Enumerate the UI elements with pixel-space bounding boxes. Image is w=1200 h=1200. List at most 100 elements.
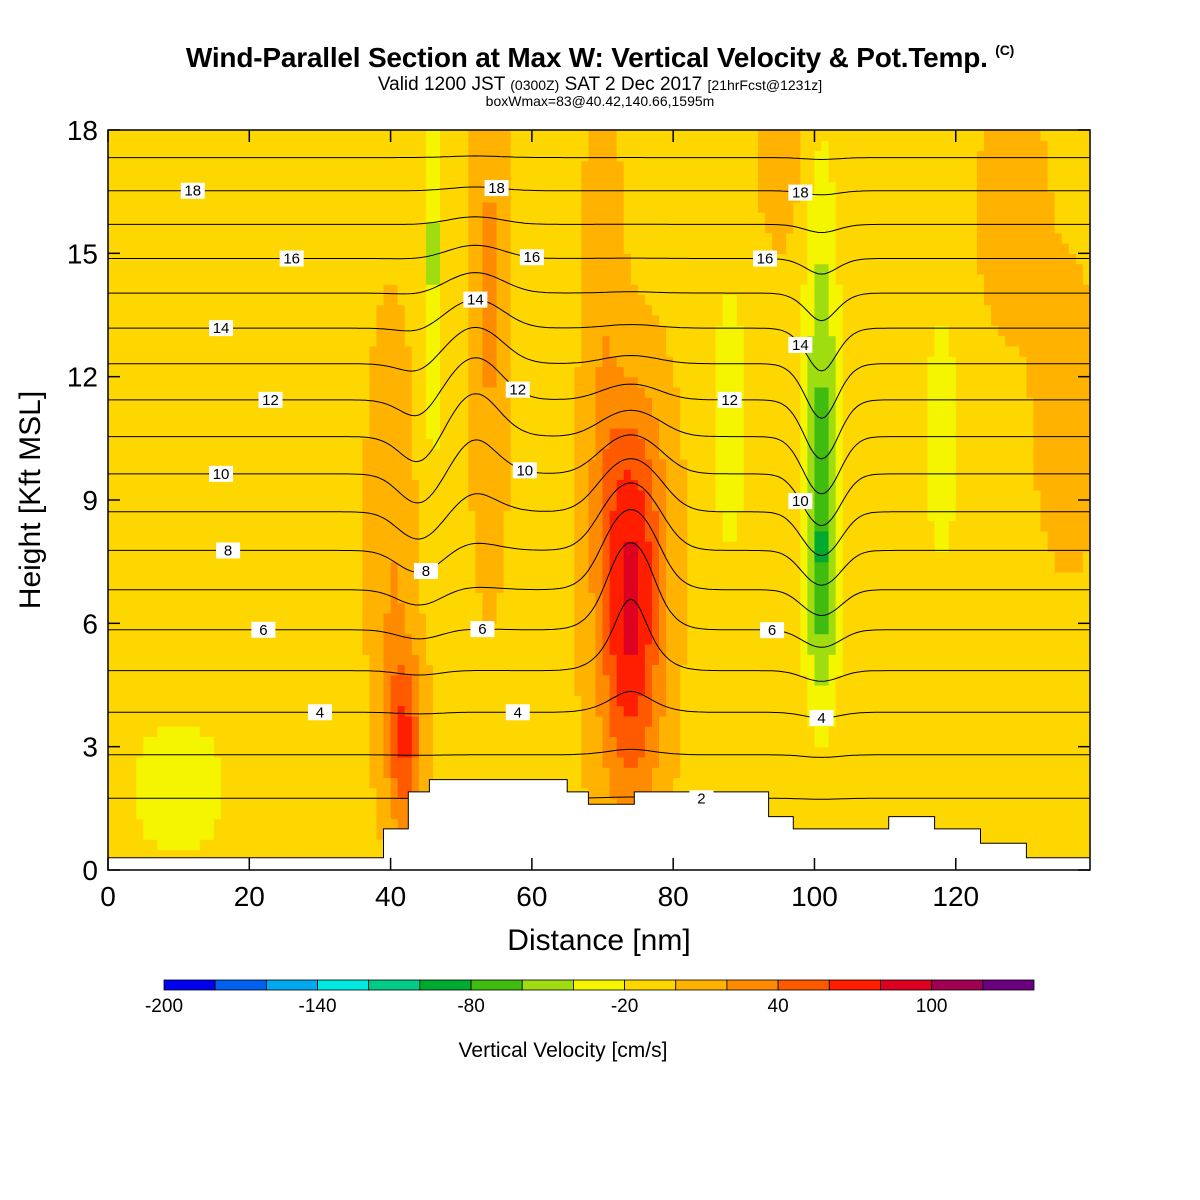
w-cell: [284, 284, 293, 296]
w-cell: [482, 232, 491, 244]
w-cell: [178, 767, 187, 779]
w-cell: [305, 376, 314, 388]
w-cell: [221, 643, 229, 655]
w-cell: [136, 571, 144, 583]
w-cell: [327, 150, 335, 162]
w-cell: [228, 294, 236, 306]
w-cell: [510, 428, 519, 439]
w-cell: [531, 479, 540, 491]
w-cell: [574, 181, 582, 193]
w-cell: [213, 746, 222, 758]
w-cell: [334, 356, 342, 367]
w-cell: [129, 623, 137, 635]
w-cell: [199, 787, 208, 799]
w-cell: [440, 201, 448, 213]
w-cell: [157, 489, 166, 501]
w-cell: [341, 294, 349, 306]
w-cell: [228, 654, 236, 666]
w-cell: [242, 828, 250, 840]
w-cell: [538, 664, 547, 676]
w-cell: [468, 345, 476, 357]
w-cell: [327, 438, 335, 450]
w-cell: [164, 130, 173, 141]
w-cell: [553, 685, 561, 696]
w-cell: [567, 551, 575, 563]
w-cell: [213, 500, 222, 511]
w-cell: [369, 602, 378, 614]
w-cell: [362, 633, 370, 645]
w-cell: [334, 489, 342, 501]
w-cell: [362, 407, 370, 419]
w-cell: [129, 654, 137, 666]
w-cell: [270, 263, 279, 275]
w-cell: [404, 140, 413, 152]
w-cell: [185, 715, 194, 727]
w-cell: [531, 571, 540, 583]
w-cell: [171, 654, 180, 666]
w-cell: [115, 664, 123, 676]
w-cell: [489, 366, 498, 378]
w-cell: [305, 736, 314, 748]
w-cell: [256, 613, 265, 624]
w-cell: [305, 633, 314, 645]
w-cell: [341, 222, 349, 234]
w-cell: [305, 448, 314, 460]
w-cell: [263, 674, 272, 686]
w-cell: [454, 191, 462, 203]
w-cell: [150, 726, 159, 737]
w-cell: [136, 345, 144, 357]
w-cell: [213, 407, 222, 419]
w-cell: [362, 201, 370, 213]
w-cell: [404, 654, 413, 666]
w-cell: [461, 273, 469, 285]
w-cell: [185, 746, 194, 758]
w-cell: [482, 263, 491, 275]
w-cell: [369, 510, 378, 522]
w-cell: [122, 767, 130, 779]
w-cell: [369, 623, 378, 635]
w-cell: [390, 726, 399, 737]
w-cell: [242, 130, 250, 141]
w-cell: [560, 489, 568, 501]
w-cell: [440, 469, 448, 481]
w-cell: [489, 469, 498, 481]
w-cell: [122, 541, 130, 552]
w-cell: [517, 643, 526, 655]
w-cell: [581, 232, 590, 244]
w-cell: [327, 613, 335, 624]
w-cell: [213, 777, 222, 789]
w-cell: [418, 715, 427, 727]
w-cell: [397, 674, 406, 686]
w-cell: [242, 767, 250, 779]
w-cell: [270, 284, 279, 296]
w-cell: [489, 602, 498, 614]
w-cell: [129, 181, 137, 193]
w-cell: [348, 263, 356, 275]
w-cell: [235, 284, 243, 296]
w-cell: [560, 458, 568, 470]
w-cell: [164, 777, 173, 789]
w-cell: [574, 613, 582, 624]
w-cell: [242, 756, 250, 768]
w-cell: [475, 592, 484, 604]
w-cell: [136, 479, 144, 491]
w-cell: [136, 520, 144, 532]
w-cell: [425, 140, 434, 152]
w-cell: [482, 345, 491, 357]
w-cell: [122, 356, 130, 367]
w-cell: [546, 212, 554, 224]
w-cell: [312, 715, 321, 727]
w-cell: [376, 530, 385, 542]
w-cell: [334, 756, 342, 768]
w-cell: [178, 489, 187, 501]
w-cell: [319, 386, 328, 398]
w-cell: [108, 150, 116, 162]
w-cell: [440, 592, 448, 604]
w-cell: [404, 715, 413, 727]
w-cell: [447, 253, 455, 265]
w-cell: [129, 438, 137, 450]
w-cell: [270, 664, 279, 676]
w-cell: [510, 212, 519, 224]
w-cell: [122, 417, 130, 429]
w-cell: [327, 191, 335, 203]
